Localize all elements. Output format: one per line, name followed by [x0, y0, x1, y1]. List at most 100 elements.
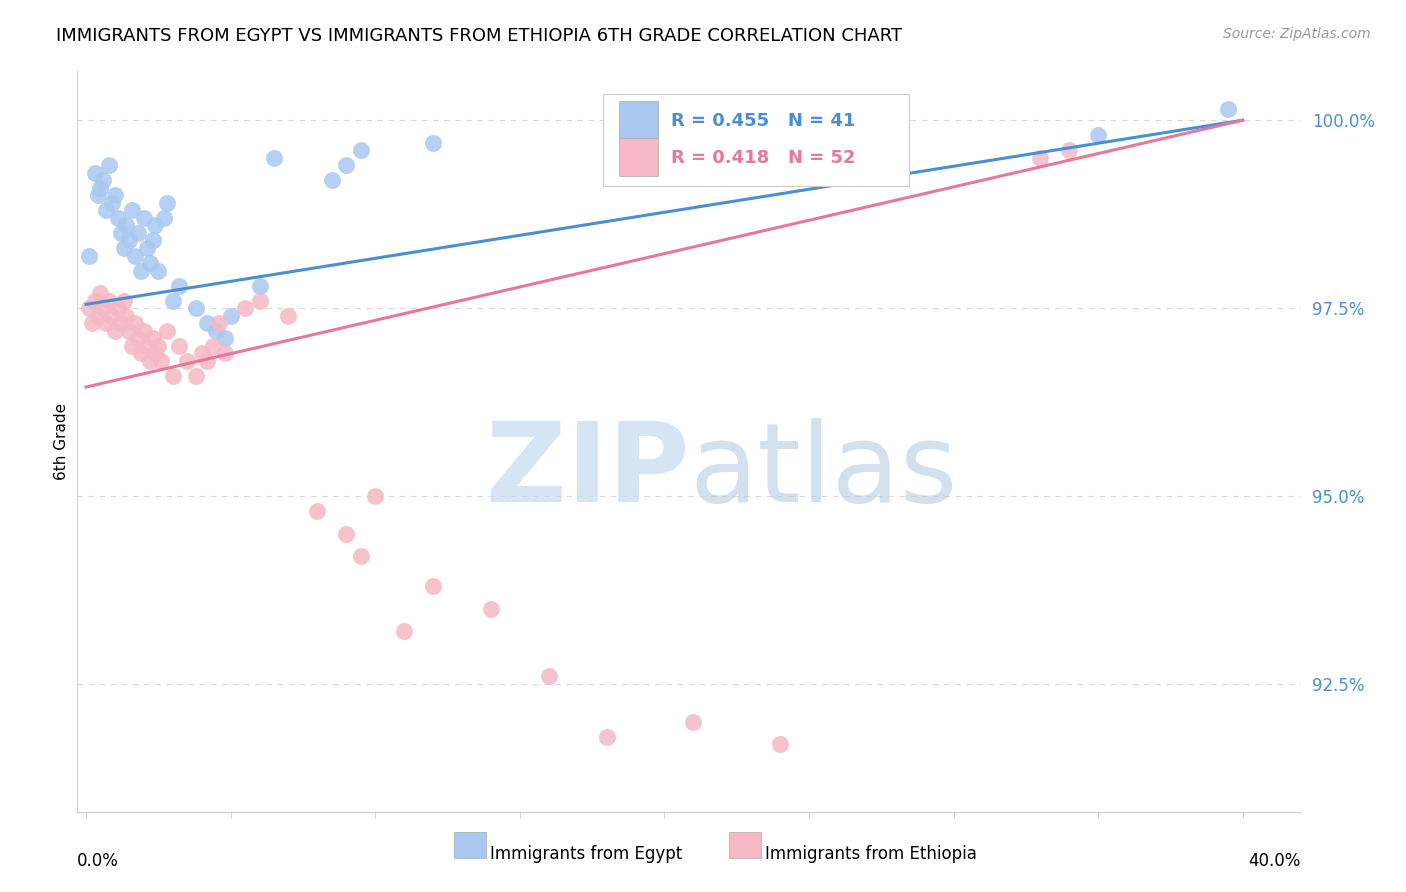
Point	[208, 316, 231, 330]
Point	[89, 181, 111, 195]
Point	[121, 339, 143, 353]
Point	[176, 353, 198, 368]
Point	[104, 324, 127, 338]
Point	[1218, 102, 1240, 116]
Point	[104, 188, 127, 202]
Point	[135, 339, 157, 353]
Point	[153, 211, 176, 225]
Point	[132, 211, 155, 225]
Point	[93, 301, 115, 315]
Point	[89, 286, 111, 301]
Point	[769, 737, 792, 751]
FancyBboxPatch shape	[603, 94, 910, 186]
Point	[138, 256, 160, 270]
Text: 0.0%: 0.0%	[77, 853, 120, 871]
Point	[1057, 143, 1080, 157]
Text: R = 0.455   N = 41: R = 0.455 N = 41	[671, 112, 855, 130]
FancyBboxPatch shape	[454, 832, 486, 857]
Point	[83, 293, 105, 308]
Point	[479, 601, 502, 615]
Point	[86, 188, 108, 202]
Point	[145, 219, 167, 233]
Point	[110, 226, 132, 240]
Point	[682, 714, 704, 729]
Point	[249, 293, 271, 308]
Point	[263, 151, 285, 165]
Point	[138, 353, 160, 368]
Text: Immigrants from Egypt: Immigrants from Egypt	[489, 845, 682, 863]
Point	[129, 346, 152, 360]
Text: ZIP: ZIP	[485, 417, 689, 524]
Point	[148, 339, 170, 353]
Point	[197, 353, 219, 368]
Point	[124, 248, 146, 262]
Point	[1087, 128, 1109, 143]
Point	[141, 331, 163, 345]
Point	[214, 346, 236, 360]
Point	[537, 669, 560, 683]
Point	[129, 263, 152, 277]
Point	[197, 316, 219, 330]
Point	[1029, 151, 1052, 165]
Text: R = 0.418   N = 52: R = 0.418 N = 52	[671, 149, 855, 167]
Point	[321, 173, 343, 187]
Point	[335, 526, 357, 541]
Point	[350, 549, 373, 564]
Point	[96, 316, 118, 330]
Point	[307, 504, 329, 518]
Point	[83, 166, 105, 180]
Text: 40.0%: 40.0%	[1249, 853, 1301, 871]
FancyBboxPatch shape	[619, 101, 658, 139]
FancyBboxPatch shape	[619, 138, 658, 177]
Point	[107, 211, 129, 225]
Point	[112, 241, 135, 255]
Point	[202, 339, 225, 353]
Text: IMMIGRANTS FROM EGYPT VS IMMIGRANTS FROM ETHIOPIA 6TH GRADE CORRELATION CHART: IMMIGRANTS FROM EGYPT VS IMMIGRANTS FROM…	[56, 27, 903, 45]
Point	[350, 143, 373, 157]
Point	[156, 195, 179, 210]
Text: Source: ZipAtlas.com: Source: ZipAtlas.com	[1223, 27, 1371, 41]
Point	[132, 324, 155, 338]
Point	[595, 730, 617, 744]
Point	[156, 324, 179, 338]
Text: atlas: atlas	[689, 417, 957, 524]
Point	[167, 278, 190, 293]
Point	[124, 316, 146, 330]
Point	[98, 293, 121, 308]
Point	[118, 324, 141, 338]
Point	[93, 173, 115, 187]
Point	[364, 489, 387, 503]
Point	[112, 293, 135, 308]
Point	[277, 309, 299, 323]
Point	[115, 219, 138, 233]
Point	[127, 226, 149, 240]
Point	[184, 368, 207, 383]
Point	[107, 301, 129, 315]
Point	[249, 278, 271, 293]
Point	[98, 158, 121, 172]
Point	[422, 136, 444, 150]
Point	[101, 195, 124, 210]
Point	[167, 339, 190, 353]
Point	[150, 353, 173, 368]
Point	[190, 346, 212, 360]
Point	[101, 309, 124, 323]
Point	[127, 331, 149, 345]
Point	[77, 301, 100, 315]
Point	[184, 301, 207, 315]
Point	[148, 263, 170, 277]
Point	[121, 203, 143, 218]
Point	[96, 203, 118, 218]
Point	[162, 293, 184, 308]
Point	[422, 579, 444, 593]
Point	[110, 316, 132, 330]
Point	[162, 368, 184, 383]
Y-axis label: 6th Grade: 6th Grade	[53, 403, 69, 480]
Point	[77, 248, 100, 262]
Point	[335, 158, 357, 172]
Point	[141, 234, 163, 248]
Point	[145, 346, 167, 360]
Point	[135, 241, 157, 255]
Point	[219, 309, 242, 323]
Point	[214, 331, 236, 345]
